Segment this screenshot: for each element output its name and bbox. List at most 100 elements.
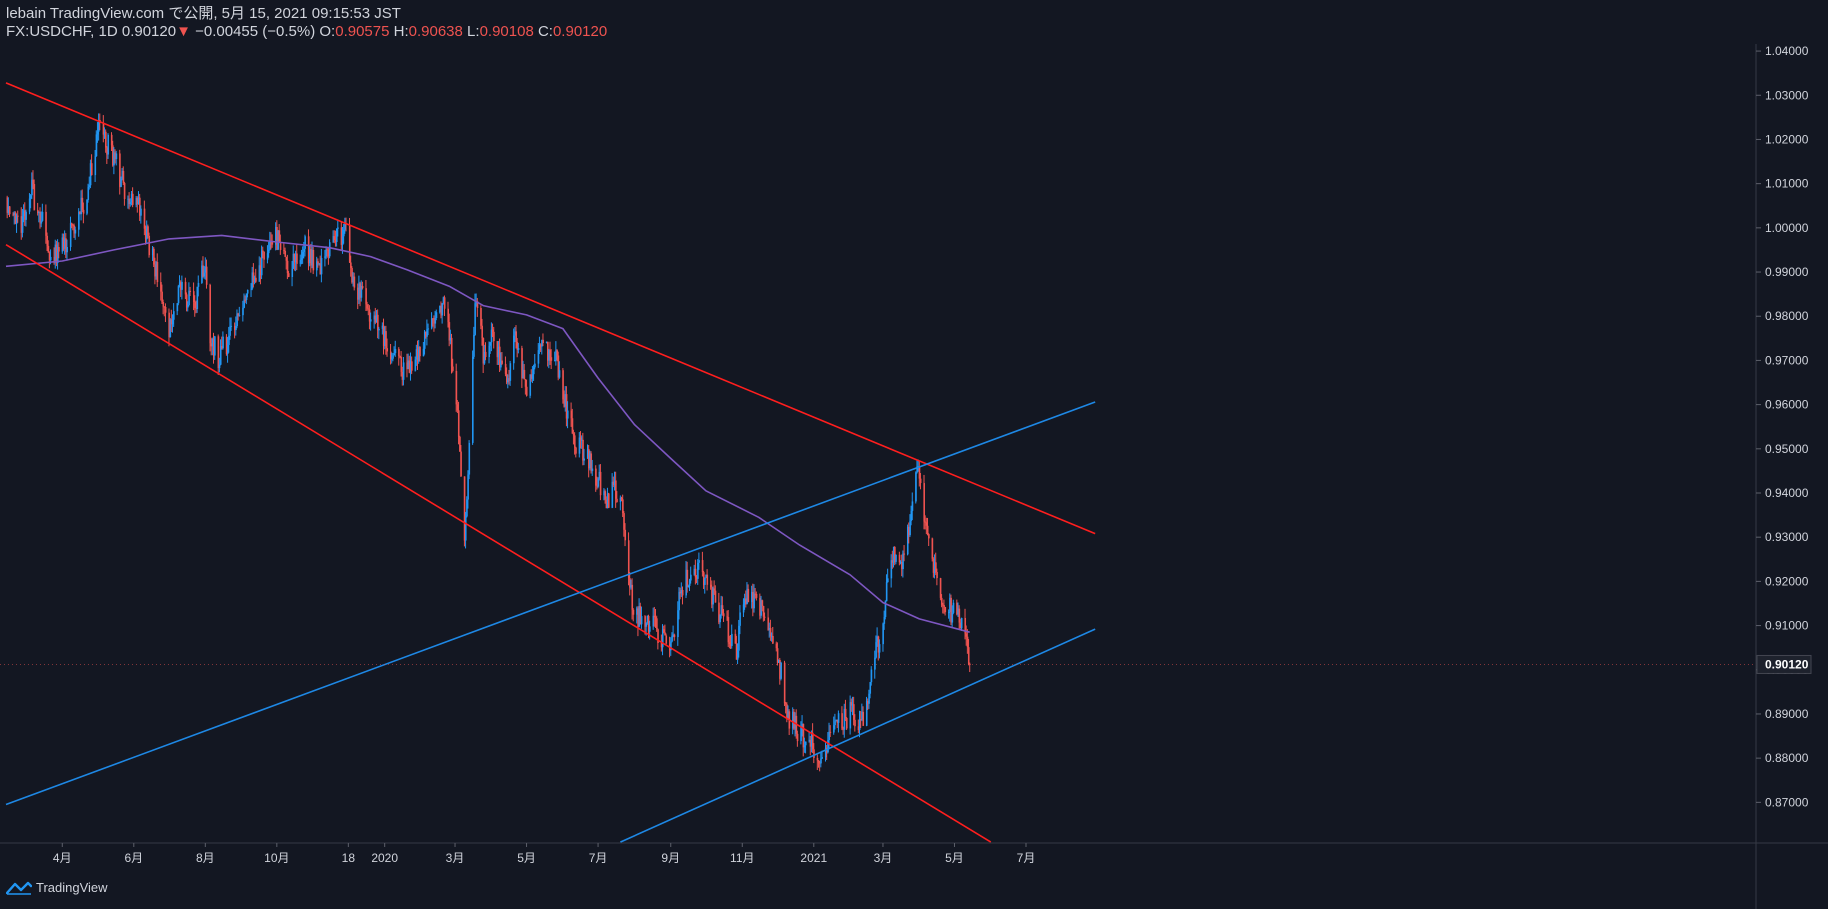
high-label: H: xyxy=(393,23,409,40)
candle-body xyxy=(586,449,589,459)
candle-body xyxy=(162,302,165,307)
candle-body xyxy=(81,197,84,210)
candle-body xyxy=(192,291,195,303)
candle-body xyxy=(386,348,389,352)
candle-body xyxy=(827,740,829,753)
candle-body xyxy=(497,346,500,358)
candle-body xyxy=(809,739,812,747)
candle-body xyxy=(661,629,664,648)
candle-body xyxy=(86,199,88,214)
candle-body xyxy=(98,120,100,132)
candle-body xyxy=(960,617,963,629)
candle-body xyxy=(185,294,188,308)
candle-body xyxy=(695,577,698,579)
candlestick-series xyxy=(6,113,971,772)
candle-body xyxy=(423,331,426,349)
candle-body xyxy=(967,647,970,664)
candle-body xyxy=(161,291,163,303)
candle-body xyxy=(163,306,166,308)
candle-body xyxy=(435,312,438,319)
candle-body xyxy=(516,341,519,350)
candle-body xyxy=(122,170,125,183)
trendline-layer[interactable] xyxy=(5,82,1096,843)
candle-body xyxy=(738,625,740,651)
candle-body xyxy=(924,521,927,523)
candle-body xyxy=(603,491,605,496)
candle-body xyxy=(221,346,223,349)
candle-body xyxy=(575,447,577,454)
candle-body xyxy=(375,314,378,323)
candle-body xyxy=(846,717,848,729)
candle-body xyxy=(328,242,331,257)
time-axis[interactable]: 4月 6月 8月 10月 18 2020 3月 5月 7月 9月 11月 2021 3月 5月 7月 xyxy=(53,843,1035,865)
candle-body xyxy=(452,366,454,371)
candle-body xyxy=(671,635,673,642)
candle-body xyxy=(949,597,951,613)
candle-body xyxy=(278,230,281,243)
candle-body xyxy=(361,286,364,289)
price-tick-label: 0.87000 xyxy=(1765,795,1809,809)
candle-body xyxy=(235,326,237,331)
candle-body xyxy=(344,223,346,230)
candle-body xyxy=(368,309,371,322)
candle-body xyxy=(58,247,60,252)
candle-body xyxy=(128,198,131,205)
candle-body xyxy=(434,318,437,324)
candle-body xyxy=(606,493,609,509)
candle-body xyxy=(102,122,105,135)
candle-body xyxy=(556,350,559,356)
candle-body xyxy=(630,584,632,588)
price-change: −0.00455 (−0.5%) xyxy=(195,23,316,40)
candle-body xyxy=(652,615,655,627)
candle-body xyxy=(41,211,44,221)
candle-body xyxy=(155,262,158,277)
candle-body xyxy=(509,363,512,381)
candle-body xyxy=(490,329,493,343)
candle-body xyxy=(591,468,594,472)
candle-body xyxy=(8,206,11,215)
price-axis[interactable]: 0.870000.880000.890000.900000.910000.920… xyxy=(1756,44,1809,809)
candle-body xyxy=(796,733,799,742)
candle-body xyxy=(677,610,679,638)
candle-body xyxy=(647,615,650,632)
candle-body xyxy=(115,153,118,160)
candle-body xyxy=(596,485,598,487)
candle-body xyxy=(670,641,672,651)
candle-body xyxy=(493,331,495,342)
candle-body xyxy=(517,348,520,350)
candle-body xyxy=(501,360,503,364)
candle-body xyxy=(275,226,277,245)
candle-body xyxy=(324,256,326,258)
blue-trendline[interactable] xyxy=(5,401,1096,806)
candle-body xyxy=(433,318,435,324)
close-value: 0.90120 xyxy=(552,23,608,40)
candle-body xyxy=(862,711,865,726)
candle-body xyxy=(770,635,773,637)
red-trendline[interactable] xyxy=(5,82,1096,535)
candle-body xyxy=(939,578,942,598)
candle-body xyxy=(786,704,788,719)
candle-body xyxy=(439,305,441,313)
candle-body xyxy=(693,568,696,575)
candle-body xyxy=(678,591,680,611)
candle-body xyxy=(895,554,897,562)
candle-body xyxy=(13,212,16,215)
candle-body xyxy=(236,313,238,327)
red-trendline[interactable] xyxy=(5,243,992,843)
candle-body xyxy=(506,373,508,383)
candle-body xyxy=(302,251,304,259)
candle-body xyxy=(759,597,761,616)
candle-body xyxy=(154,264,156,277)
candle-body xyxy=(194,302,196,308)
candle-body xyxy=(706,574,709,585)
open-label: O: xyxy=(319,23,336,40)
candle-body xyxy=(121,170,124,179)
candle-body xyxy=(721,605,724,614)
moving-average-layer xyxy=(5,234,970,633)
candle-body xyxy=(31,179,33,196)
candle-body xyxy=(277,230,279,250)
candle-body xyxy=(892,546,895,563)
candle-body xyxy=(153,248,155,265)
candle-body xyxy=(234,325,236,331)
